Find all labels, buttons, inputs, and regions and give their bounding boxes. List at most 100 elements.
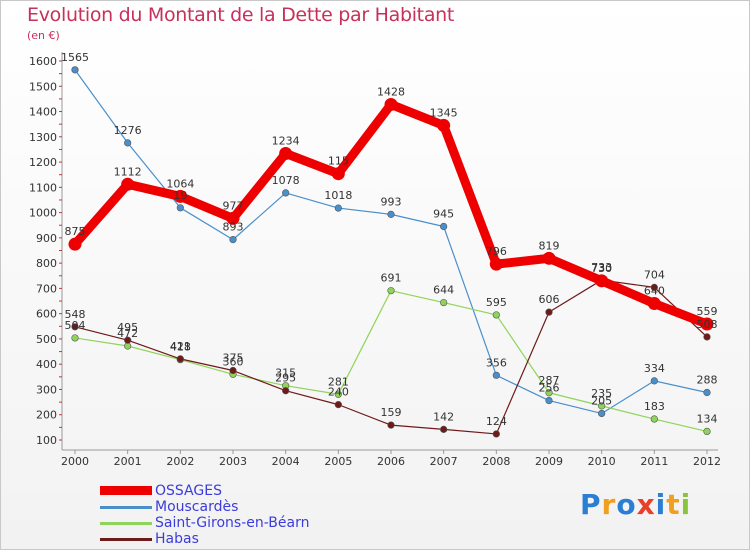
- data-label: 1064: [166, 177, 194, 190]
- data-point: [440, 425, 448, 433]
- x-tick-label: 2011: [640, 455, 668, 468]
- x-tick-label: 2007: [430, 455, 458, 468]
- data-label: 356: [486, 356, 507, 369]
- data-label: 559: [697, 305, 718, 318]
- y-tick-label: 400: [36, 358, 57, 371]
- data-point: [71, 66, 79, 74]
- data-label: 115: [328, 155, 349, 168]
- data-label: 977: [223, 199, 244, 212]
- data-label: 644: [433, 284, 454, 297]
- data-label: 1345: [430, 106, 458, 119]
- data-label: 315: [275, 367, 296, 380]
- data-label: 235: [591, 387, 612, 400]
- series-line: [74, 69, 708, 415]
- logo-letter: o: [616, 488, 637, 521]
- y-tick-label: 700: [36, 282, 57, 295]
- data-label: 548: [65, 308, 86, 321]
- data-label: 893: [223, 221, 244, 234]
- data-point: [650, 283, 658, 291]
- data-label: 19: [173, 189, 187, 202]
- legend-label-mouscardes: Mouscardès: [155, 499, 239, 515]
- data-label: 418: [170, 341, 191, 354]
- data-label: 495: [117, 321, 138, 334]
- data-point: [334, 204, 342, 212]
- data-point: [121, 177, 135, 191]
- data-point: [282, 189, 290, 197]
- data-point: [703, 333, 711, 341]
- data-label: 1276: [114, 124, 142, 137]
- data-label: 730: [591, 262, 612, 275]
- y-tick-label: 1200: [29, 156, 57, 169]
- data-point: [124, 139, 132, 147]
- data-label: 281: [328, 375, 349, 388]
- data-point: [176, 355, 184, 363]
- y-tick-label: 300: [36, 383, 57, 396]
- y-tick-label: 800: [36, 257, 57, 270]
- y-tick-label: 1400: [29, 106, 57, 119]
- data-point: [387, 210, 395, 218]
- data-label: 819: [539, 239, 560, 252]
- logo-letter: r: [601, 488, 617, 521]
- y-tick-label: 200: [36, 409, 57, 422]
- legend-swatch-saint-girons: [100, 522, 152, 525]
- x-tick-label: 2002: [166, 455, 194, 468]
- data-label: 733: [591, 261, 612, 274]
- data-label: 295: [275, 372, 296, 385]
- logo-letter: P: [580, 488, 602, 521]
- series-mouscard-s: [71, 66, 711, 418]
- data-point: [545, 308, 553, 316]
- logo-letter: t: [666, 488, 681, 521]
- chart-axes: 100 200 300 400 500 600 700 800 900 1000 1100 1200 1…: [29, 52, 721, 468]
- data-label: 1112: [114, 165, 142, 178]
- y-tick-label: 500: [36, 333, 57, 346]
- data-point: [647, 297, 661, 311]
- data-point: [71, 334, 79, 342]
- chart-series-layer: 875 1112 1064 977 1234 115 1428 1345 796 819 730 64…: [61, 51, 718, 438]
- data-point: [545, 396, 553, 405]
- y-tick-label: 900: [36, 232, 57, 245]
- data-label: 704: [644, 268, 665, 281]
- data-label: 256: [539, 382, 560, 395]
- logo-letter: i: [655, 488, 667, 521]
- y-tick-label: 1500: [29, 80, 57, 93]
- data-point: [71, 323, 79, 331]
- data-point: [700, 317, 714, 331]
- data-point: [545, 389, 553, 397]
- data-point: [282, 387, 290, 395]
- data-label: 1234: [272, 134, 300, 147]
- data-label: 375: [223, 352, 244, 365]
- data-label: 1428: [377, 85, 405, 98]
- data-label: 691: [381, 272, 402, 285]
- data-point: [176, 204, 184, 212]
- data-label: 606: [539, 293, 560, 306]
- data-point: [68, 237, 82, 251]
- data-point: [437, 118, 451, 132]
- x-tick-label: 2004: [272, 455, 300, 468]
- data-point: [703, 427, 711, 436]
- data-point: [384, 97, 398, 111]
- data-labels: 504 472 418 360 315 281 691 644 595 287 235 183 134: [65, 272, 718, 426]
- data-label: 142: [433, 410, 454, 423]
- data-point: [279, 146, 293, 160]
- data-point: [598, 402, 606, 410]
- x-tick-label: 2009: [535, 455, 563, 468]
- data-point: [492, 371, 500, 379]
- data-label: 421: [170, 340, 191, 353]
- data-point: [595, 274, 609, 288]
- data-point: [650, 415, 658, 423]
- data-labels: 1565 1276 19 893 1078 1018 993 945 356 256 205 334 2…: [61, 51, 718, 408]
- chart-unit-label: (en €): [27, 29, 60, 42]
- data-label: 640: [644, 285, 665, 298]
- legend-swatch-mouscardes: [100, 506, 152, 509]
- data-point: [173, 189, 187, 203]
- data-label: 288: [697, 373, 718, 386]
- data-point: [334, 390, 342, 398]
- data-label: 504: [65, 319, 86, 332]
- y-tick-label: 600: [36, 308, 57, 321]
- y-tick-label: 1000: [29, 207, 57, 220]
- data-label: 287: [539, 374, 560, 387]
- data-point: [440, 222, 448, 231]
- y-tick-label: 100: [36, 434, 57, 447]
- data-point: [492, 311, 500, 319]
